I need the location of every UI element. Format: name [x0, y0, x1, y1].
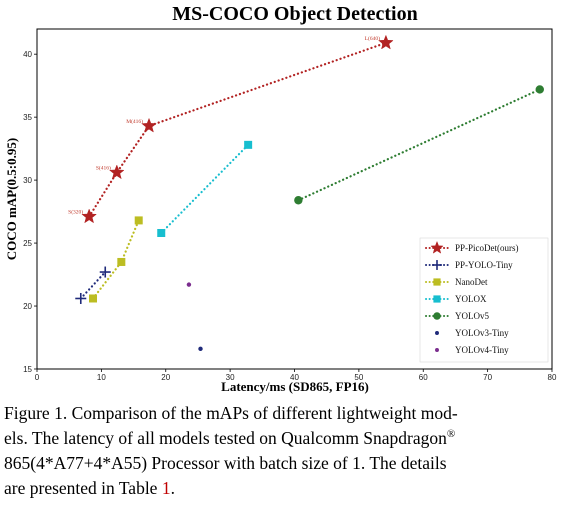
point-label: L(640)	[365, 35, 380, 42]
point-yolox	[157, 229, 166, 237]
legend-marker	[433, 312, 441, 320]
x-tick-label: 80	[548, 373, 557, 382]
series-yolox	[157, 140, 253, 237]
legend-label: YOLOX	[455, 294, 487, 304]
legend-marker	[433, 278, 441, 286]
series-line-nanodet	[91, 219, 140, 300]
x-tick-label: 10	[97, 373, 106, 382]
legend-label: YOLOv3-Tiny	[455, 328, 509, 338]
legend-label: NanoDet	[455, 277, 488, 287]
series-line-pp-picodet-ours	[88, 41, 388, 218]
point-pp-picodet-ours	[109, 164, 125, 180]
point-yolov5	[535, 85, 544, 94]
registered-mark: ®	[446, 428, 456, 441]
legend-item-yolov5: YOLOv5	[425, 311, 489, 321]
series-line-yolox	[160, 143, 250, 235]
x-tick-label: 50	[354, 373, 363, 382]
y-axis-label: COCO mAP(0.5:0.95)	[4, 138, 19, 260]
point-label: S(416)	[96, 165, 111, 172]
legend-marker	[435, 348, 439, 352]
point-pp-picodet-ours	[378, 34, 394, 50]
point-nanodet	[134, 216, 143, 225]
series-nanodet	[89, 216, 143, 303]
x-tick-label: 30	[226, 373, 235, 382]
point-pp-picodet-ours	[81, 208, 97, 224]
series-yolov3-tiny	[198, 346, 203, 352]
point-yolox	[244, 140, 253, 149]
y-tick-label: 30	[23, 176, 32, 185]
legend-marker	[430, 240, 444, 254]
legend-item-pp-picodet-ours: PP-PicoDet(ours)	[425, 240, 519, 254]
y-tick-label: 25	[23, 239, 32, 248]
point-nanodet	[117, 257, 126, 266]
y-tick-label: 15	[23, 365, 32, 374]
x-tick-label: 40	[290, 373, 299, 382]
legend-item-pp-yolo-tiny: PP-YOLO-Tiny	[425, 260, 513, 270]
x-tick-label: 60	[419, 373, 428, 382]
chart-title: MS-COCO Object Detection	[172, 3, 418, 25]
point-nanodet	[89, 294, 98, 303]
figure-caption: Figure 1. Comparison of the mAPs of diff…	[4, 401, 562, 501]
x-axis-label: Latency/ms (SD865, FP16)	[221, 379, 369, 394]
legend: PP-PicoDet(ours) PP-YOLO-Tiny NanoDet YOLOX…	[419, 237, 549, 363]
caption-line-2: els. The latency of all models tested on…	[4, 426, 562, 451]
x-tick-label: 20	[161, 373, 170, 382]
point-pp-picodet-ours	[141, 117, 157, 133]
caption-line-1: Figure 1. Comparison of the mAPs of diff…	[4, 403, 458, 423]
point-yolov4-tiny	[186, 282, 192, 287]
series-yolov4-tiny	[186, 282, 192, 287]
legend-label: YOLOv5	[455, 311, 489, 321]
axis-ticks: 0 10 20 30 40 50 60 70 80 15 20 25 30 35 40	[23, 50, 557, 382]
point-label: S(320)	[68, 209, 83, 216]
x-tick-label: 0	[35, 373, 40, 382]
point-yolov5	[294, 196, 303, 205]
point-label: M(416)	[126, 118, 143, 125]
series-yolov5	[294, 85, 544, 205]
legend-label: PP-PicoDet(ours)	[455, 243, 519, 253]
legend-marker	[433, 295, 441, 303]
point-pp-yolo-tiny	[99, 266, 111, 278]
legend-item-yolox: YOLOX	[425, 294, 487, 304]
legend-item-yolov3-tiny: YOLOv3-Tiny	[435, 328, 509, 338]
caption-line-3: 865(4*A77+4*A55) Processor with batch si…	[4, 453, 447, 473]
caption-line-4-text: are presented in Table	[4, 478, 162, 498]
caption-line-4: are presented in Table 1.	[4, 476, 562, 501]
y-tick-label: 35	[23, 113, 32, 122]
legend-frame	[419, 237, 549, 363]
legend-marker	[435, 331, 439, 335]
table-reference-link[interactable]: 1	[161, 478, 171, 498]
point-yolov3-tiny	[198, 346, 203, 352]
series-layer: S(320) S(416) M(416) L(640)	[68, 34, 544, 352]
point-pp-yolo-tiny	[75, 292, 87, 304]
legend-marker	[432, 260, 442, 270]
legend-label: PP-YOLO-Tiny	[455, 260, 513, 270]
y-tick-label: 20	[23, 302, 32, 311]
series-line-yolov5	[297, 88, 541, 202]
caption-period: .	[170, 478, 175, 498]
caption-line-2-text: els. The latency of all models tested on…	[4, 428, 447, 448]
series-pp-yolo-tiny	[75, 266, 111, 304]
y-tick-label: 40	[23, 50, 32, 59]
series-pp-picodet-ours: S(320) S(416) M(416) L(640)	[68, 34, 394, 224]
legend-item-nanodet: NanoDet	[425, 277, 488, 287]
legend-item-yolov4-tiny: YOLOv4-Tiny	[435, 345, 509, 355]
legend-label: YOLOv4-Tiny	[455, 345, 509, 355]
x-tick-label: 70	[483, 373, 492, 382]
chart: MS-COCO Object Detection 0 10 20 30 40 50 60 70…	[4, 3, 557, 394]
